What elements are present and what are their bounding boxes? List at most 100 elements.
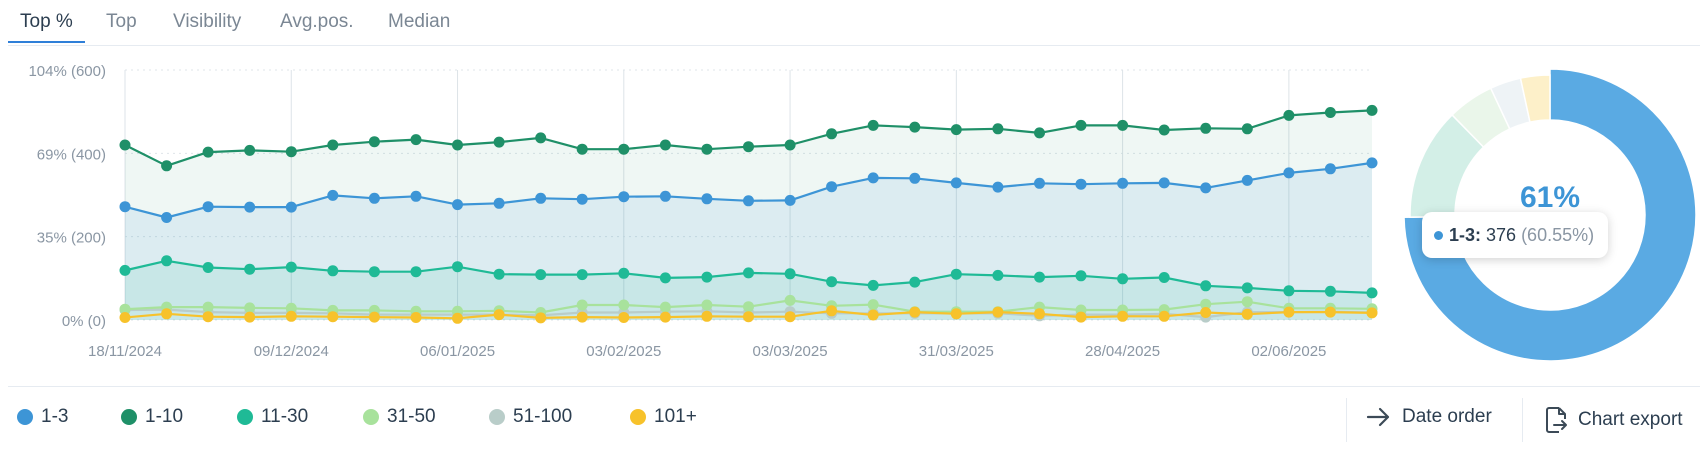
data-point [950,308,962,320]
data-point [1324,163,1336,175]
tab-visibility[interactable]: Visibility [173,11,242,32]
data-point [1075,270,1087,282]
data-point [119,303,131,315]
data-point [1324,306,1336,318]
x-tick-label: 18/11/2024 [88,343,162,360]
data-point [867,119,879,131]
legend-item-1-10[interactable]: 1-10 [121,406,183,428]
data-point [535,192,547,204]
data-point [1200,122,1212,134]
y-tick-label: 35% (200) [37,230,106,247]
data-point [826,181,838,193]
data-point [784,194,796,206]
legend-swatch [121,409,137,425]
legend-item-11-30[interactable]: 11-30 [237,406,308,428]
data-point [1241,308,1253,320]
slice-101+ [1519,74,1551,124]
data-point [576,311,588,323]
series-11-30 [119,255,1378,299]
data-point [285,146,297,158]
data-point [410,266,422,278]
data-point [909,276,921,288]
action-divider [1522,398,1523,442]
legend-label: 1-10 [145,406,184,427]
data-point [493,309,505,321]
data-point [784,139,796,151]
tab-top[interactable]: Top [106,11,137,32]
data-point [535,132,547,144]
legend-label: 11-30 [261,406,309,427]
data-point [701,143,713,155]
x-tick-label: 06/01/2025 [420,343,495,360]
data-point [244,311,256,323]
data-point [618,191,630,203]
data-point [327,265,339,277]
x-tick-label: 02/06/2025 [1251,343,1326,360]
series-101+ [119,305,1378,324]
data-point [244,144,256,156]
data-point [285,310,297,322]
chart-export-button[interactable]: Chart export [1544,406,1683,434]
data-point [1034,271,1045,283]
data-point [493,268,505,280]
data-point [784,268,796,280]
data-point [1366,287,1378,299]
data-point [1200,280,1212,292]
data-point [867,279,879,291]
data-point [576,143,588,155]
tab-avg-pos[interactable]: Avg.pos. [280,11,354,32]
data-point [1241,282,1253,294]
data-point [1075,119,1087,131]
data-point [659,272,671,284]
data-point [1158,310,1170,322]
data-point [368,136,380,148]
data-point [618,299,630,311]
data-point [743,141,754,153]
data-point [1283,109,1295,121]
data-point [1366,104,1378,116]
data-point [368,311,380,323]
legend-item-101-plus[interactable]: 101+ [630,406,697,428]
data-point [576,193,588,205]
data-point [1241,174,1253,186]
data-point [784,311,796,323]
data-point [535,312,547,324]
area-1-3 [125,162,1372,320]
data-point [202,201,214,213]
footer-divider [8,386,1700,387]
date-order-button[interactable]: Date order [1366,406,1492,428]
data-point [244,201,256,213]
y-tick-label: 0% (0) [62,313,106,330]
series-1-3 [119,157,1378,223]
legend-item-1-3[interactable]: 1-3 [17,406,68,428]
data-point [119,139,131,151]
tab-top-percent[interactable]: Top % [20,11,73,32]
data-point [202,311,214,323]
data-point [950,124,962,136]
data-point [826,128,838,140]
data-point [701,299,713,311]
data-point [743,267,754,279]
data-point [743,301,754,313]
legend-item-31-50[interactable]: 31-50 [363,406,436,428]
data-point [410,312,422,323]
slice-1-3 [1403,68,1697,362]
data-point [950,177,962,189]
area-1-10 [125,110,1372,321]
data-point [992,123,1004,135]
data-point [1324,107,1336,118]
data-point [119,312,131,323]
legend-label: 1-3 [41,406,69,427]
line-chart: 104% (600) 69% (400) 35% (200) 0% (0) 18/11/… [28,63,1378,360]
data-point [576,299,588,311]
data-point [867,172,879,184]
legend-swatch [363,409,379,425]
data-point [327,139,339,151]
donut-chart: 61% [1403,68,1697,362]
tab-median[interactable]: Median [388,11,451,32]
data-point [1283,167,1295,179]
legend-item-51-100[interactable]: 51-100 [489,406,572,428]
action-divider [1346,398,1347,442]
data-point [659,311,671,323]
